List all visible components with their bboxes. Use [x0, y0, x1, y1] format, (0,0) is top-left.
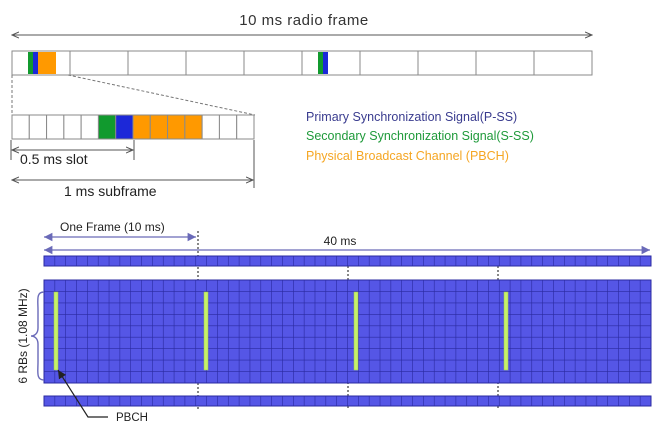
subframe-symbol	[201, 114, 220, 140]
radio-frame-bar	[11, 50, 593, 76]
subframe-sss-symbol	[97, 114, 117, 140]
one-frame-label: One Frame (10 ms)	[60, 220, 165, 234]
legend-item-sss: Secondary Synchronization Signal(S-SS)	[306, 129, 534, 143]
radio-subframe	[69, 50, 129, 76]
legend: Primary Synchronization Signal(P-SS) Sec…	[306, 110, 534, 163]
radio-subframe	[243, 50, 303, 76]
bandwidth-brace	[30, 291, 45, 381]
pbch-markers	[53, 291, 509, 371]
subframe-pbch-symbol	[149, 114, 169, 140]
radio-subframe	[359, 50, 419, 76]
pbch-marker	[503, 291, 509, 371]
resource-grid-top-strip	[43, 255, 652, 267]
pbch-label: PBCH	[116, 412, 148, 424]
pbch-marker	[53, 291, 59, 371]
subframe-symbol	[80, 114, 99, 140]
radio-subframe	[301, 50, 361, 76]
subframe-symbol	[236, 114, 255, 140]
radio-subframe	[533, 50, 593, 76]
subframe-label: 1 ms subframe	[64, 183, 157, 199]
bandwidth-label: 6 RBs (1.08 MHz)	[16, 288, 30, 383]
pbch-marker	[203, 291, 209, 371]
radio-pss-mark	[323, 52, 328, 74]
subframe-symbol	[63, 114, 82, 140]
forty-ms-label: 40 ms	[324, 234, 357, 248]
resource-grid-bottom-strip	[43, 395, 652, 407]
subframe-pbch-symbol	[167, 114, 186, 140]
legend-item-pbch: Physical Broadcast Channel (PBCH)	[306, 149, 509, 163]
pbch-marker	[353, 291, 359, 371]
subframe-symbol	[11, 114, 30, 140]
subframe-pbch-symbol	[184, 114, 203, 140]
radio-subframe	[185, 50, 245, 76]
subframe-symbol	[218, 114, 238, 140]
zoom-guide-right	[67, 74, 256, 116]
radio-frame-label: 10 ms radio frame	[239, 12, 368, 29]
pbch-pointer	[57, 369, 108, 418]
radio-subframe	[127, 50, 187, 76]
legend-item-pss: Primary Synchronization Signal(P-SS)	[306, 110, 517, 124]
subframe-symbol	[28, 114, 48, 140]
radio-sss-mark	[318, 52, 323, 74]
subframe-symbol	[46, 114, 65, 140]
resource-grid-main	[43, 279, 652, 384]
radio-subframe	[417, 50, 477, 76]
radio-pss-mark	[33, 52, 38, 74]
radio-subframe	[475, 50, 535, 76]
subframe-bar	[11, 114, 255, 140]
radio-sss-mark	[28, 52, 33, 74]
subframe-pbch-symbol	[132, 114, 151, 140]
subframe-pss-symbol	[115, 114, 134, 140]
slot-label: 0.5 ms slot	[20, 151, 88, 167]
radio-pbch-mark	[38, 52, 56, 74]
